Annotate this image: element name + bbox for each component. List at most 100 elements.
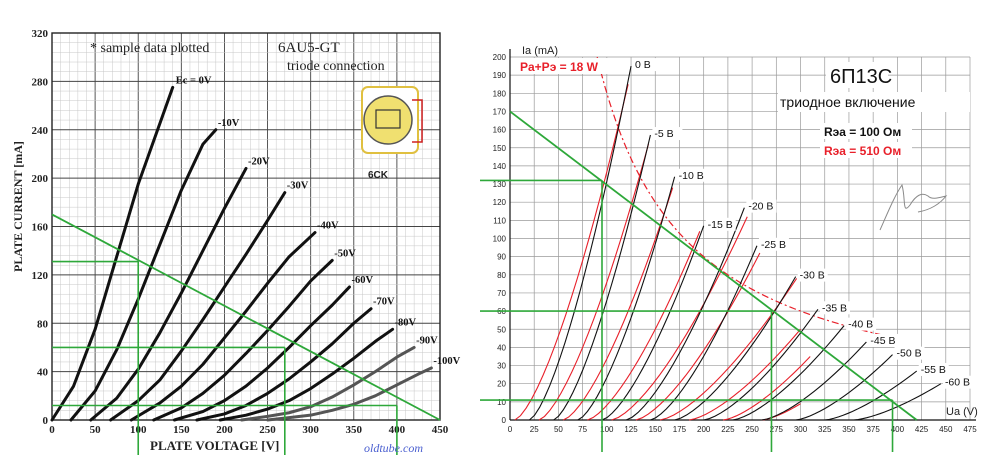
left-x-tick-label: 0	[49, 424, 55, 436]
right-curve-black	[703, 308, 819, 421]
right-curve-black	[795, 354, 893, 421]
right-x-tick-label: 275	[770, 425, 784, 434]
right-curves-red	[514, 84, 811, 421]
left-y-tick-label: 80	[37, 318, 49, 330]
right-curve-red	[635, 252, 761, 421]
right-curve-label-bg	[758, 237, 789, 251]
right-y-tick-label: 110	[493, 216, 506, 225]
right-curve-label: -50 В	[897, 348, 922, 360]
right-y-tick-label: 200	[493, 53, 507, 62]
right-curve-label-bg	[705, 217, 736, 231]
left-subtitle: triode connection	[287, 59, 385, 74]
right-curve-label: -45 В	[870, 335, 895, 347]
left-plate-curve	[218, 327, 395, 422]
left-x-tick-label: 350	[346, 424, 363, 436]
right-x-tick-label: 225	[721, 425, 735, 434]
right-x-tick-label: 425	[915, 425, 929, 434]
right-curve-black	[625, 207, 745, 421]
right-curve-label-bg	[797, 268, 828, 282]
left-curve-label: -40V	[317, 221, 339, 232]
left-note: * sample data plotted	[90, 41, 209, 56]
right-x-tick-label: 350	[842, 425, 856, 434]
right-x-tick-label: 150	[649, 425, 663, 434]
right-curve-black	[577, 176, 676, 421]
tube-base-circle	[363, 95, 413, 145]
right-curve-label-bg	[846, 317, 877, 331]
right-y-tick-label: 130	[493, 180, 507, 189]
right-xlabel: Ua (V)	[946, 406, 978, 418]
right-x-tick-label: 75	[578, 425, 587, 434]
left-curve-label: Ec = 0V	[176, 75, 212, 86]
left-y-tick-label: 120	[32, 270, 49, 282]
chart-6p13s: 0 25 50 75 100 125 150 175 200 225 250 275 300 325 350…	[470, 0, 1000, 476]
left-curve-label: -20V	[248, 156, 270, 167]
right-curve-label: -35 В	[822, 302, 847, 314]
left-plate-curves	[50, 85, 433, 422]
left-tube-label: 6CK	[368, 170, 389, 181]
left-x-tick-label: 150	[173, 424, 190, 436]
right-x-tick-label: 250	[745, 425, 759, 434]
right-curve-label: -60 В	[945, 377, 970, 389]
left-watermark: oldtube.com	[364, 441, 423, 455]
right-curve-label-bg	[918, 362, 949, 376]
left-x-tick-label: 50	[90, 424, 102, 436]
signature-scribble	[879, 183, 948, 231]
right-y-tick-label: 90	[497, 253, 506, 262]
left-x-tick-label: 200	[216, 424, 233, 436]
right-y-tick-label: 180	[493, 89, 507, 98]
left-xlabel: PLATE VOLTAGE [V]	[150, 438, 279, 453]
right-x-tick-label: 0	[508, 425, 513, 434]
right-load-line	[509, 110, 918, 421]
right-curve-red	[611, 216, 748, 421]
right-legend-2: Rэа = 510 Ом	[824, 144, 901, 158]
right-curve-black	[732, 325, 845, 421]
right-x-tick-label: 100	[600, 425, 614, 434]
left-load-line-group	[51, 213, 441, 455]
right-curve-label: -5 В	[654, 128, 673, 140]
right-curve-label-bg	[746, 199, 777, 213]
right-y-tick-label: 20	[497, 380, 506, 389]
right-curve-red	[562, 187, 674, 421]
right-y-tick-label: 170	[493, 107, 507, 116]
left-curve-label: -90V	[416, 335, 438, 346]
right-y-tick-label: 30	[497, 362, 506, 371]
left-chart-background	[0, 0, 470, 476]
right-power-curve-group	[596, 56, 896, 339]
power-label-bg	[518, 58, 608, 74]
right-curve-label: -20 В	[748, 201, 773, 213]
left-plate-curve	[240, 345, 416, 422]
left-curve-labels: Ec = 0V -10V -20V -30V -40V -50V -60V-70V-80V -…	[176, 75, 461, 367]
left-plate-curve	[172, 285, 351, 422]
left-curve-label: -80V	[395, 317, 417, 328]
right-power-label: Pa+Pэ = 18 W	[520, 60, 599, 74]
left-y-tick-label: 200	[32, 173, 49, 185]
left-curve-label: -50V	[334, 248, 356, 259]
right-curve-label: -55 В	[921, 364, 946, 376]
left-curve-label: -10V	[218, 118, 240, 129]
right-subtitle-bg	[778, 92, 970, 112]
right-y-tick-label: 10	[497, 398, 506, 407]
left-grid	[51, 32, 441, 421]
left-x-tick-label: 300	[302, 424, 319, 436]
left-curve-label: -30V	[287, 181, 309, 192]
right-x-tick-label: 475	[963, 425, 977, 434]
left-plate-curve	[152, 258, 334, 422]
left-curve-label: -100V	[433, 356, 460, 367]
right-curve-label: -30 В	[800, 270, 825, 282]
chart-6au5gt: 0501001502002503003504004500408012016020…	[0, 0, 470, 476]
right-curve-label-bg	[868, 333, 899, 347]
left-plate-curve	[266, 366, 433, 422]
right-tick-labels: 0 25 50 75 100 125 150 175 200 225 250 275 300 325 350…	[493, 53, 978, 434]
left-plate-curve	[129, 231, 317, 422]
left-curve-label: -70V	[373, 297, 395, 308]
right-curve-red	[587, 231, 701, 421]
right-curves-black	[529, 65, 942, 421]
legend-1-bg	[820, 123, 912, 139]
right-x-tick-label: 375	[866, 425, 880, 434]
right-curve-black	[674, 276, 797, 421]
left-y-tick-label: 0	[43, 415, 49, 427]
left-y-tick-label: 160	[32, 222, 49, 234]
right-y-tick-label: 120	[493, 198, 507, 207]
right-curve-red	[722, 356, 811, 421]
right-y-tick-label: 160	[493, 126, 507, 135]
